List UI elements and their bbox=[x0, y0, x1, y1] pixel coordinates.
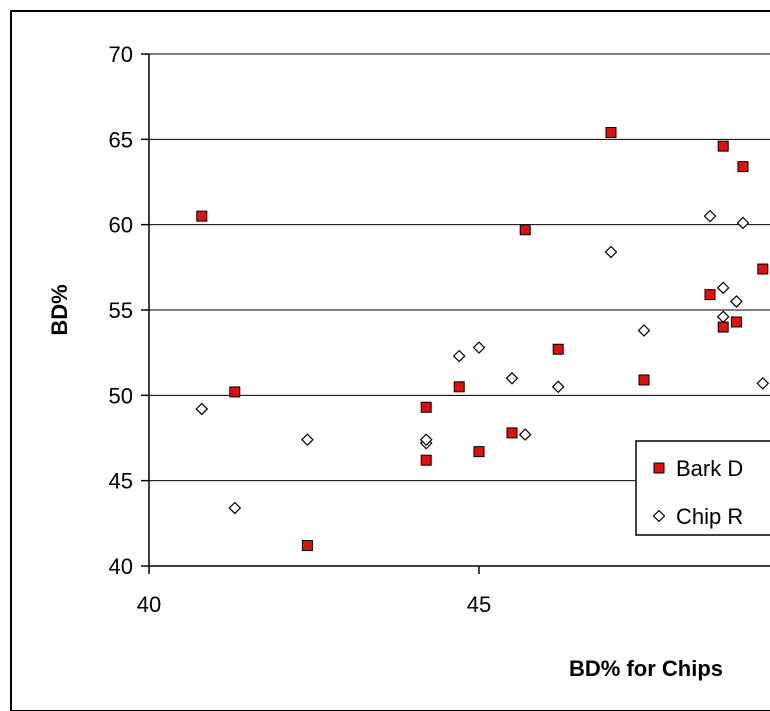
legend-marker-chip bbox=[652, 509, 666, 523]
legend-diamond-icon bbox=[652, 509, 666, 523]
data-point-chip bbox=[736, 216, 750, 230]
data-point-bark bbox=[704, 289, 716, 301]
data-point-bark bbox=[420, 454, 432, 466]
y-tick-label: 50 bbox=[109, 383, 133, 408]
x-axis-title: BD% for Chips bbox=[569, 656, 723, 681]
data-point-chip bbox=[756, 377, 770, 390]
data-points bbox=[195, 127, 770, 552]
x-tick-label: 40 bbox=[137, 592, 161, 617]
data-point-chip bbox=[604, 245, 618, 259]
legend-label-bark: Bark D bbox=[676, 456, 743, 481]
data-point-bark bbox=[730, 316, 742, 328]
data-point-bark bbox=[717, 140, 729, 152]
series-bark bbox=[196, 127, 769, 552]
data-point-chip bbox=[637, 324, 651, 337]
y-tick-label: 40 bbox=[109, 554, 133, 579]
data-point-chip bbox=[730, 295, 743, 308]
data-point-bark bbox=[552, 343, 564, 355]
data-point-chip bbox=[195, 402, 209, 416]
y-tick-label: 45 bbox=[109, 469, 133, 494]
data-point-chip bbox=[228, 501, 242, 515]
data-point-chip bbox=[716, 281, 730, 295]
data-point-chip bbox=[505, 371, 519, 385]
y-tick-label: 65 bbox=[109, 127, 133, 152]
data-point-chip bbox=[551, 380, 565, 394]
legend-marker-bark bbox=[653, 462, 665, 474]
data-point-chip bbox=[518, 428, 532, 441]
legend-label-chip: Chip R bbox=[676, 504, 743, 529]
y-axis-title: BD% bbox=[47, 284, 72, 335]
data-point-bark bbox=[519, 224, 531, 236]
y-tick-label: 60 bbox=[109, 213, 133, 238]
data-point-bark bbox=[605, 127, 617, 139]
data-point-chip bbox=[301, 433, 314, 447]
data-point-bark bbox=[301, 540, 313, 552]
y-tick-label: 55 bbox=[109, 298, 133, 323]
data-point-bark bbox=[717, 321, 729, 333]
y-tick-label: 70 bbox=[109, 42, 133, 67]
data-point-bark bbox=[757, 263, 769, 275]
data-point-bark bbox=[737, 161, 749, 173]
data-point-bark bbox=[196, 210, 208, 222]
legend-square-icon bbox=[653, 462, 665, 474]
axes: 40455055606570404550 bbox=[109, 42, 770, 617]
chart-frame bbox=[10, 10, 770, 711]
data-point-chip bbox=[472, 341, 486, 354]
data-point-chip bbox=[452, 349, 466, 363]
data-point-bark bbox=[506, 427, 518, 439]
data-point-bark bbox=[638, 374, 650, 386]
data-point-chip bbox=[703, 209, 717, 223]
x-tick-label: 45 bbox=[467, 592, 491, 617]
data-point-bark bbox=[473, 446, 485, 458]
legend: Bark D Chip R bbox=[635, 440, 770, 536]
data-point-bark bbox=[420, 401, 432, 413]
data-point-bark bbox=[229, 386, 241, 398]
data-point-chip bbox=[419, 433, 433, 447]
data-point-bark bbox=[453, 381, 465, 393]
